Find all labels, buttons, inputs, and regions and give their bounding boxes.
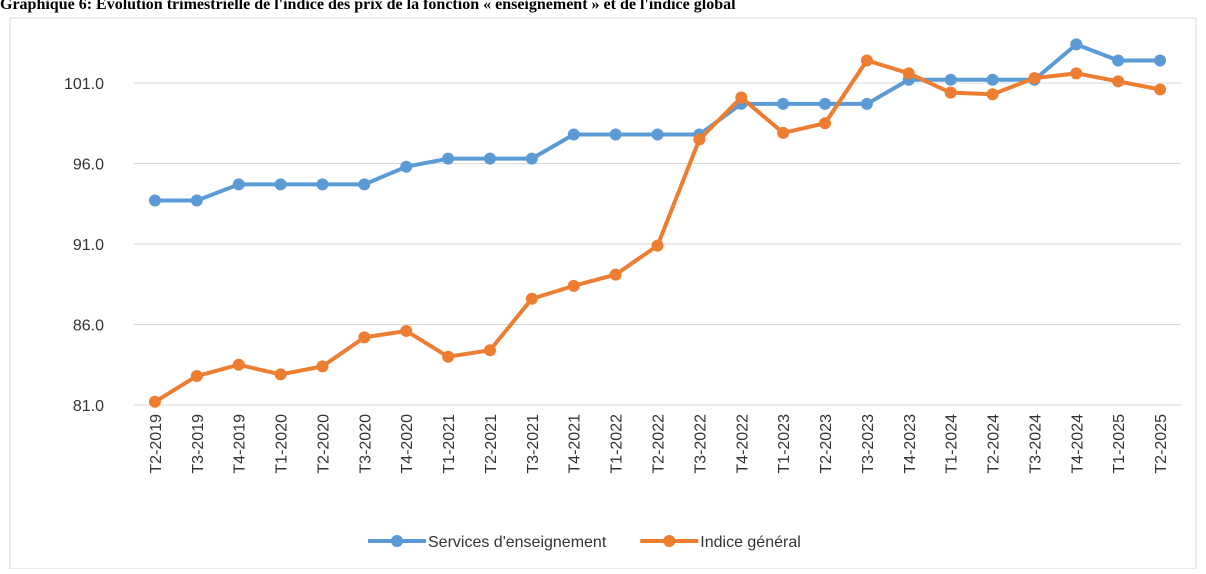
data-point [567, 279, 580, 292]
data-point [525, 292, 538, 305]
x-tick-label: T3-2020 [357, 414, 374, 474]
chart-title: Graphique 6: Evolution trimestrielle de … [0, 0, 736, 13]
data-point [483, 152, 496, 165]
data-point [525, 152, 538, 165]
data-point [148, 194, 161, 207]
x-tick-label: T1-2025 [1111, 414, 1128, 474]
data-point [400, 160, 413, 173]
legend-marker [663, 535, 676, 547]
data-point [777, 97, 790, 110]
legend-label: Services d'enseignement [428, 534, 607, 551]
data-point [316, 178, 329, 191]
data-point [358, 178, 371, 191]
data-point [819, 97, 832, 110]
chart-frame [9, 17, 1197, 570]
y-tick-label: 91.0 [73, 237, 104, 254]
data-point [1070, 67, 1083, 80]
data-point [400, 324, 413, 337]
x-tick-label: T3-2023 [860, 414, 877, 474]
data-point [190, 370, 203, 383]
x-tick-label: T2-2020 [315, 414, 332, 474]
data-point [651, 128, 664, 141]
data-point [190, 194, 203, 207]
data-point [1112, 54, 1125, 67]
y-tick-label: 96.0 [73, 157, 104, 174]
x-tick-label: T2-2025 [1153, 414, 1170, 474]
x-tick-label: T3-2022 [692, 414, 709, 474]
data-point [819, 117, 832, 130]
data-point [567, 128, 580, 141]
x-tick-label: T1-2024 [944, 414, 961, 474]
y-tick-label: 81.0 [73, 398, 104, 415]
data-point [1070, 38, 1083, 51]
x-tick-label: T3-2019 [190, 414, 207, 474]
data-point [944, 86, 957, 99]
data-point [777, 126, 790, 139]
data-point [1028, 72, 1041, 85]
x-tick-label: T3-2021 [525, 414, 542, 474]
x-tick-label: T4-2023 [902, 414, 919, 474]
legend-label: Indice général [700, 534, 801, 551]
data-point [609, 128, 622, 141]
data-point [1154, 54, 1167, 67]
data-point [986, 73, 999, 86]
x-tick-label: T3-2024 [1027, 414, 1044, 474]
data-point [609, 268, 622, 281]
y-tick-label: 101.0 [64, 76, 104, 93]
x-tick-label: T2-2019 [148, 414, 165, 474]
x-tick-label: T1-2021 [441, 414, 458, 474]
data-point [316, 360, 329, 373]
data-point [860, 54, 873, 67]
x-tick-label: T1-2023 [776, 414, 793, 474]
x-tick-label: T2-2022 [651, 414, 668, 474]
data-point [442, 152, 455, 165]
x-tick-label: T4-2022 [734, 414, 751, 474]
data-point [860, 97, 873, 110]
x-tick-label: T2-2023 [818, 414, 835, 474]
data-point [274, 368, 287, 381]
x-tick-label: T4-2021 [567, 414, 584, 474]
x-tick-label: T1-2022 [609, 414, 626, 474]
x-tick-label: T4-2020 [399, 414, 416, 474]
data-point [232, 358, 245, 371]
x-tick-label: T2-2021 [483, 414, 500, 474]
data-point [232, 178, 245, 191]
x-tick-label: T4-2024 [1069, 414, 1086, 474]
data-point [693, 133, 706, 146]
data-point [1112, 75, 1125, 88]
data-point [651, 239, 664, 252]
data-point [902, 67, 915, 80]
x-tick-label: T4-2019 [232, 414, 249, 474]
data-point [274, 178, 287, 191]
data-point [735, 91, 748, 104]
data-point [148, 395, 161, 408]
data-point [986, 88, 999, 101]
data-point [442, 350, 455, 363]
x-tick-label: T2-2024 [986, 414, 1003, 474]
legend-marker [391, 535, 403, 547]
data-point [358, 331, 371, 344]
y-tick-label: 86.0 [73, 318, 104, 335]
data-point [1154, 83, 1167, 96]
data-point [483, 344, 496, 357]
x-tick-label: T1-2020 [274, 414, 291, 474]
data-point [944, 73, 957, 86]
